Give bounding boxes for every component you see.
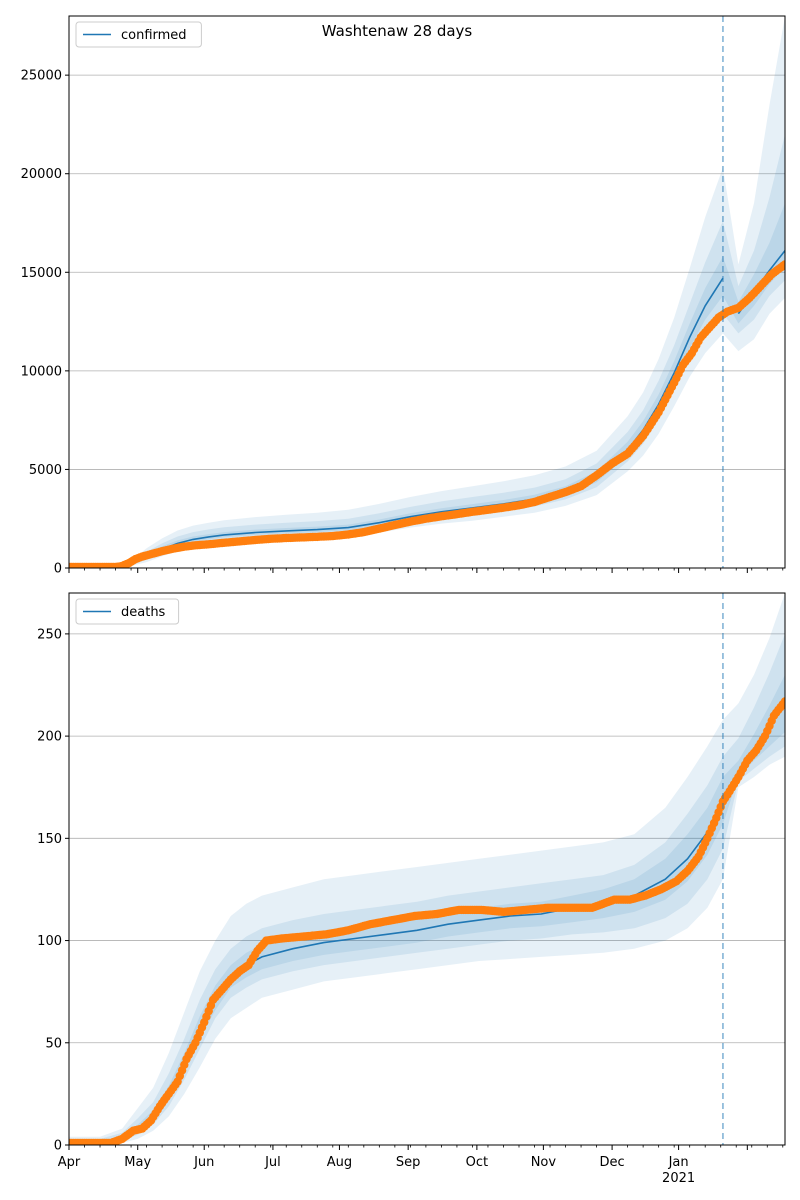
x-tick-label: Sep [396, 1155, 421, 1170]
axes-frame [68, 592, 786, 1146]
x-tick-label: 2021 [662, 1171, 695, 1186]
x-tick-label: Jan [668, 1155, 689, 1170]
observed-point [780, 697, 785, 706]
y-tick-label: 20000 [21, 167, 62, 182]
band-inner [69, 674, 785, 1143]
legend-label: confirmed [121, 28, 187, 43]
y-tick-label: 5000 [29, 463, 62, 478]
band-outer [69, 593, 785, 1145]
band-mid [69, 633, 785, 1145]
confirmed-panel: 0 5000 10000 15000 20000 25000 confirmed [21, 15, 786, 577]
observed-point [780, 260, 785, 269]
figure-title: Washtenaw 28 days [322, 22, 473, 40]
plot-area [69, 16, 785, 568]
y-tick-label: 0 [54, 562, 62, 577]
x-tick-label: Oct [466, 1155, 488, 1170]
y-tick-label: 150 [37, 832, 62, 847]
legend-box [75, 21, 202, 48]
legend-box [75, 598, 180, 625]
band-mid [69, 134, 785, 568]
x-tick-label: Nov [531, 1155, 557, 1170]
deaths-panel: 0 50 100 150 200 250 Apr May Jun Jul Aug Sep Oct Nov D… [37, 592, 786, 1186]
x-tick-label: Jun [193, 1155, 214, 1170]
x-tick-label: Apr [58, 1155, 81, 1170]
plot-area [69, 593, 785, 1145]
y-tick-label: 25000 [21, 69, 62, 84]
x-tick-label: Jul [264, 1155, 281, 1170]
legend-label: deaths [121, 605, 166, 620]
y-tick-label: 0 [54, 1139, 62, 1154]
y-tick-label: 15000 [21, 266, 62, 281]
y-tick-label: 50 [45, 1036, 62, 1051]
x-tick-label: Aug [327, 1155, 352, 1170]
x-tick-label: May [124, 1155, 151, 1170]
x-tick-label: Dec [600, 1155, 625, 1170]
y-tick-label: 100 [37, 934, 62, 949]
y-tick-label: 250 [37, 627, 62, 642]
y-tick-label: 200 [37, 730, 62, 745]
y-tick-label: 10000 [21, 364, 62, 379]
axes-frame [68, 15, 786, 569]
